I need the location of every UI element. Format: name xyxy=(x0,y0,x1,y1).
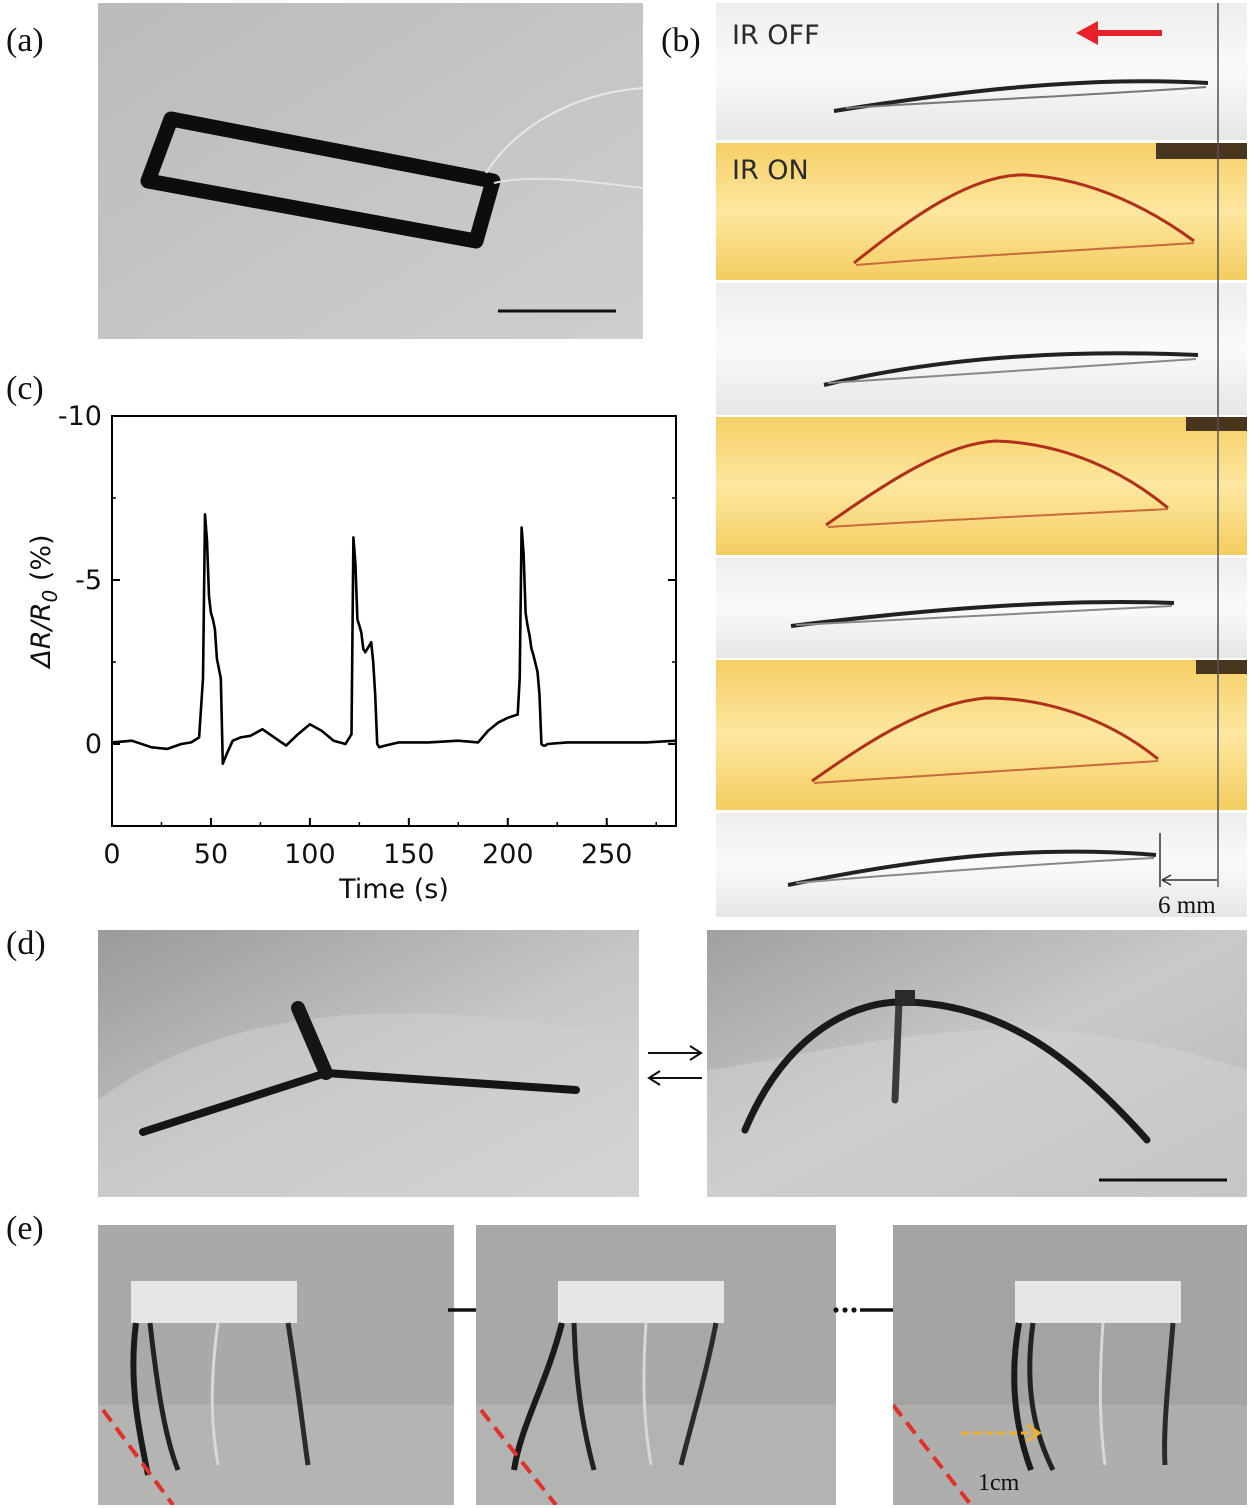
panel-e-photo-1 xyxy=(98,1225,454,1505)
x-tick-label: 50 xyxy=(194,839,228,870)
sample-frame-image xyxy=(98,3,643,339)
panel-b-label: (b) xyxy=(661,22,701,59)
tripod-flat-image xyxy=(98,930,639,1197)
x-tick-label: 200 xyxy=(482,839,534,870)
ir-actuation-sequence xyxy=(716,3,1247,917)
panel-d-label: (d) xyxy=(6,925,46,962)
axis-tick-labels: 0 50 100 150 200 250 -10 -5 0 xyxy=(58,401,633,870)
panel-e-label: (e) xyxy=(6,1210,44,1247)
y-axis-label: ΔR/R0 (%) xyxy=(26,534,62,669)
x-tick-label: 250 xyxy=(581,839,633,870)
resistance-change-chart: 0 50 100 150 200 250 -10 -5 0 Time (s) ΔR/R0 (%) xyxy=(26,401,677,905)
x-tick-label: 0 xyxy=(103,839,120,870)
series-line xyxy=(111,513,677,765)
walker-step-2-image xyxy=(476,1225,836,1505)
panel-e-scale-label: 1cm xyxy=(978,1470,1020,1496)
tripod-arched-image xyxy=(707,930,1247,1197)
displacement-arrow-icon xyxy=(961,1423,1042,1443)
panel-b-scale-label: 6 mm xyxy=(1158,892,1216,919)
y-tick-label: -5 xyxy=(75,565,102,596)
y-tick-label: -10 xyxy=(58,401,102,432)
panel-c-label: (c) xyxy=(6,370,44,407)
direction-arrow-icon xyxy=(1076,21,1162,45)
x-axis-label: Time (s) xyxy=(338,874,449,905)
plot-frame xyxy=(111,415,677,827)
walker-step-1-image xyxy=(98,1225,454,1505)
frame-1-label: IR OFF xyxy=(732,20,820,51)
panel-b-photo-stack xyxy=(716,3,1247,917)
axis-ticks xyxy=(111,415,676,826)
x-tick-label: 150 xyxy=(383,839,435,870)
reversible-arrows-icon xyxy=(646,1040,704,1090)
x-tick-label: 100 xyxy=(284,839,336,870)
y-tick-label: 0 xyxy=(85,729,102,760)
frame-2-label: IR ON xyxy=(732,155,809,186)
panel-d-photo-right xyxy=(707,930,1247,1197)
panel-e-photo-3 xyxy=(893,1225,1247,1505)
panel-d-photo-left xyxy=(98,930,639,1197)
svg-text:ΔR/R0 (%): ΔR/R0 (%) xyxy=(26,534,62,669)
panel-a-label: (a) xyxy=(6,22,44,59)
panel-e-photo-2 xyxy=(476,1225,836,1505)
walker-step-3-image xyxy=(893,1225,1247,1505)
panel-a-photo xyxy=(98,3,643,339)
